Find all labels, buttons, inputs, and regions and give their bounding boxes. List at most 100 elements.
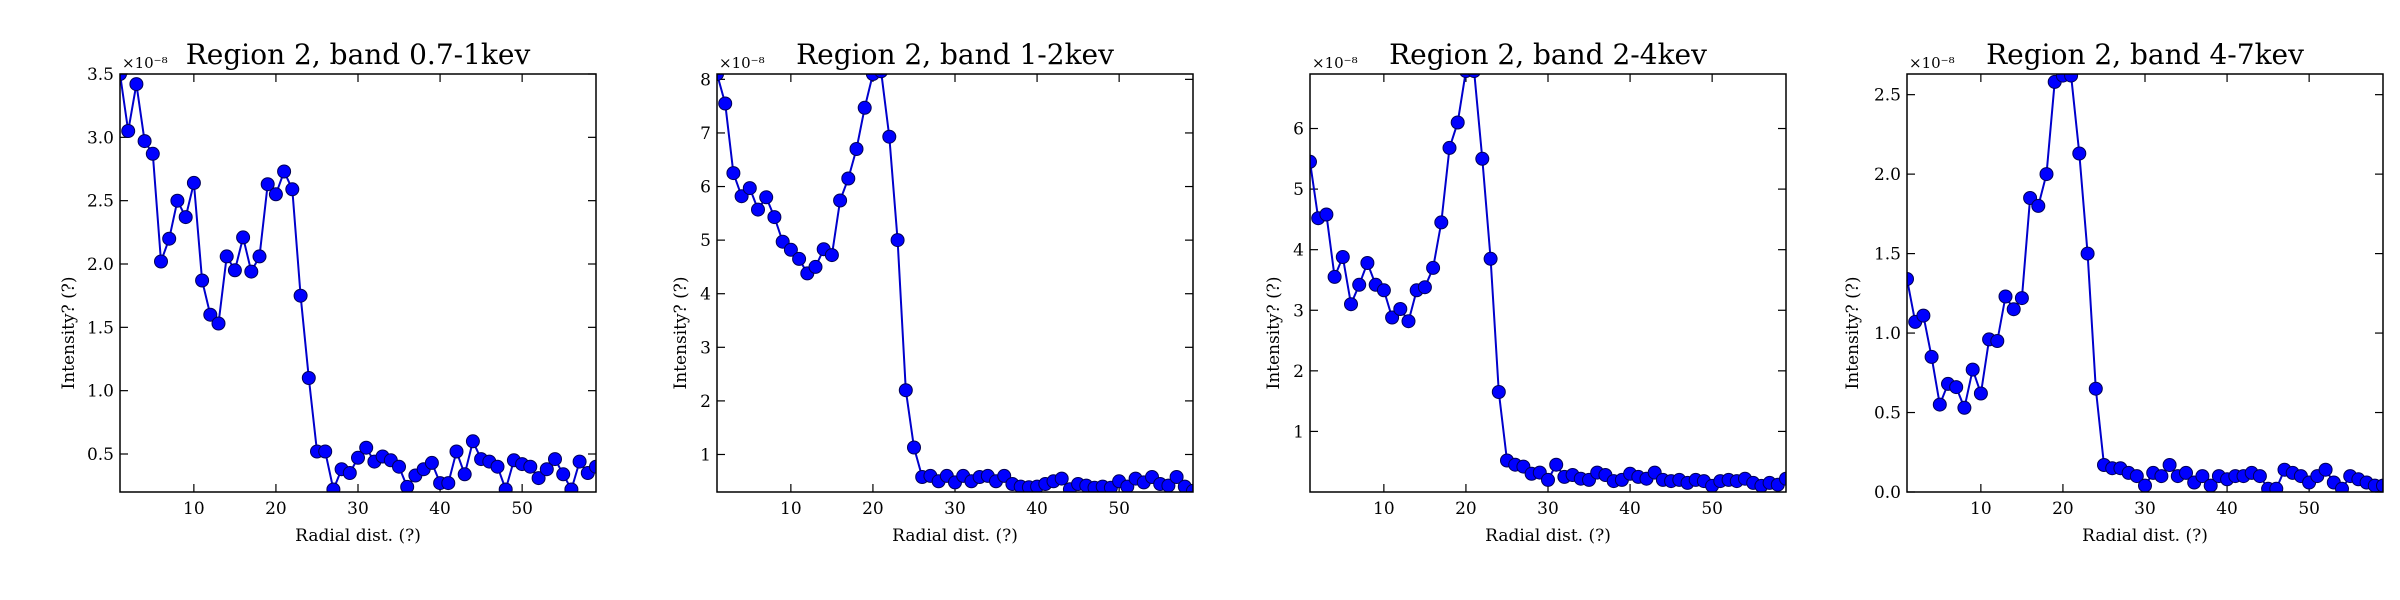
data-point (2031, 198, 2046, 213)
data-point (767, 210, 782, 225)
series-line (1907, 74, 2383, 491)
data-point (824, 248, 839, 263)
y-tick-label: 4 (1293, 241, 1304, 261)
y-tick-label: 2.5 (1874, 86, 1901, 106)
data-point (1344, 297, 1358, 312)
x-tick-label: 50 (1108, 499, 1130, 519)
data-point (907, 440, 921, 455)
y-tick-label: 0.0 (1874, 483, 1901, 503)
y-tick-label: 1 (700, 445, 711, 465)
data-point (1932, 397, 1947, 412)
series-line (1310, 74, 1786, 488)
data-point (2154, 469, 2169, 484)
data-point (2162, 458, 2177, 472)
data-point (154, 254, 168, 269)
data-point (1442, 140, 1457, 155)
data-point (1483, 251, 1498, 266)
data-point (342, 466, 357, 480)
data-point (211, 316, 226, 331)
y-tick-label: 3.5 (87, 65, 114, 85)
data-point (424, 455, 439, 470)
y-axis-label: Intensity? (?) (1843, 277, 1863, 390)
data-point (1319, 207, 1334, 222)
x-tick-label: 50 (511, 499, 533, 519)
data-point (268, 187, 283, 202)
y-axis-label: Intensity? (?) (671, 277, 691, 390)
data-point (751, 202, 765, 217)
data-point (548, 452, 562, 467)
data-point (441, 476, 456, 491)
series-clip-group (1310, 74, 1786, 492)
data-point (2014, 291, 2029, 306)
x-tick-label: 40 (1026, 499, 1048, 519)
x-tick-label: 30 (347, 499, 369, 519)
data-point (457, 467, 472, 482)
y-tick-label: 5 (700, 231, 711, 251)
plot-area: 10 20 30 40 50 0.0 0.5 1.0 1.5 2.0 2.5 (1874, 74, 2383, 519)
data-point (227, 263, 242, 278)
data-point (523, 459, 538, 474)
data-point (1434, 215, 1449, 230)
data-point (170, 193, 185, 208)
y-tick-label: 3.0 (87, 128, 114, 148)
data-point (1949, 380, 1964, 395)
x-tick-label: 20 (265, 499, 287, 519)
data-point (219, 249, 234, 264)
data-point (898, 383, 913, 398)
data-point (1467, 74, 1481, 78)
y-multiplier-label: ×10⁻⁸ (122, 54, 168, 72)
axes-frame (119, 73, 597, 493)
y-tick-label: 2 (1293, 362, 1304, 382)
data-point (277, 164, 292, 179)
data-point (1352, 277, 1367, 292)
x-tick-label: 10 (183, 499, 205, 519)
data-point (2080, 246, 2095, 261)
data-point (556, 467, 571, 482)
data-point (1973, 386, 1988, 401)
data-point (589, 459, 596, 474)
y-tick-label: 6 (1293, 120, 1304, 140)
data-point (1186, 483, 1193, 492)
data-point (1491, 385, 1506, 399)
y-multiplier-label: ×10⁻⁸ (719, 54, 765, 72)
data-point (244, 264, 259, 279)
data-point (808, 259, 823, 274)
axes-frame (1906, 73, 2384, 493)
data-point (841, 171, 856, 186)
data-point (717, 74, 724, 81)
data-point (1965, 362, 1980, 377)
y-tick-label: 1.5 (87, 318, 114, 338)
data-point (2006, 302, 2021, 317)
data-point (2269, 481, 2284, 492)
data-point (2335, 481, 2349, 492)
x-tick-label: 40 (429, 499, 451, 519)
x-tick-label: 10 (1373, 499, 1395, 519)
x-tick-label: 30 (1537, 499, 1559, 519)
data-point (726, 166, 741, 181)
subplot-1: Region 2, band 1-2kev ×10⁻⁸ Intensity? (… (671, 38, 1194, 546)
x-tick-label: 20 (862, 499, 884, 519)
data-point (203, 307, 218, 322)
data-point (1401, 314, 1416, 329)
y-tick-label: 7 (700, 124, 711, 144)
data-point (1450, 115, 1465, 130)
subplot-2: Region 2, band 2-4kev ×10⁻⁸ Intensity? (… (1264, 38, 1787, 546)
data-point (792, 251, 807, 266)
series-clip-group (717, 74, 1193, 492)
chart-title: Region 2, band 0.7-1kev (186, 38, 531, 71)
x-tick-label: 10 (780, 499, 802, 519)
data-point (2039, 167, 2054, 182)
plot-area: 10 20 30 40 50 0.5 1.0 1.5 2.0 2.5 3.0 3.5 (87, 65, 596, 519)
data-point (195, 273, 210, 288)
x-tick-label: 20 (1455, 499, 1477, 519)
data-point (539, 462, 554, 477)
data-point (718, 96, 733, 111)
data-point (1924, 349, 1939, 364)
y-tick-label: 1.0 (87, 382, 114, 402)
x-axis-label: Radial dist. (?) (295, 526, 421, 546)
y-tick-label: 0.5 (87, 445, 114, 465)
data-point (1385, 310, 1400, 325)
data-point (120, 74, 127, 81)
data-point (1054, 471, 1069, 486)
